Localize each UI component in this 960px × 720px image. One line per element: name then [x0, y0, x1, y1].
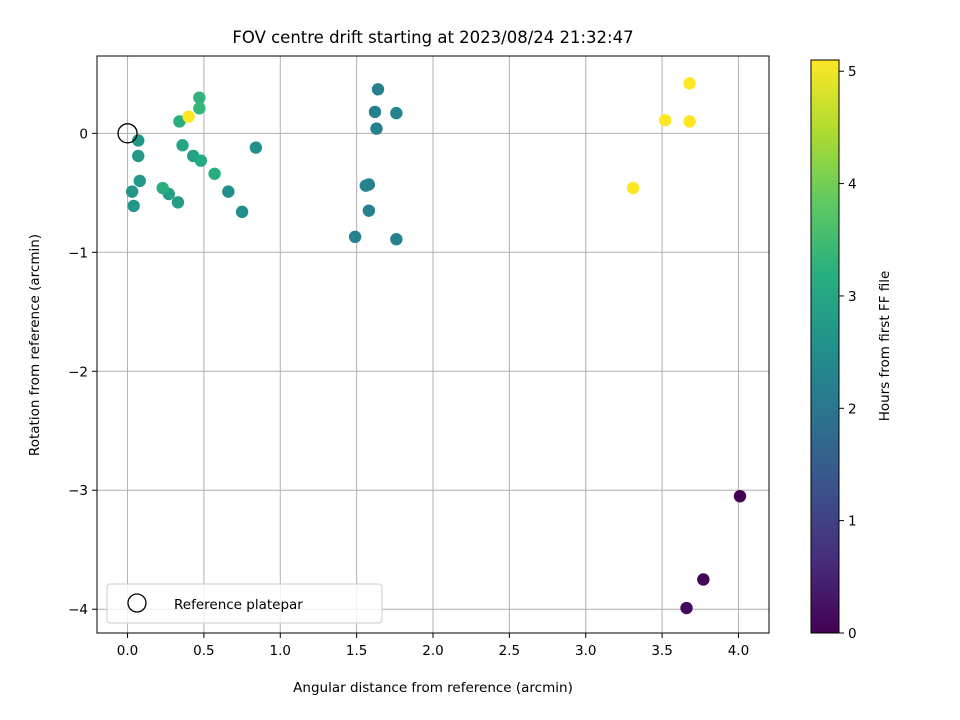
data-point: [222, 185, 235, 198]
colorbar-tick-label: 1: [848, 514, 857, 530]
x-tick-label: 4.0: [728, 643, 749, 659]
legend-reference-marker: [127, 593, 147, 613]
x-axis-label: Angular distance from reference (arcmin): [293, 680, 573, 696]
chart-title: FOV centre drift starting at 2023/08/24 …: [232, 28, 633, 47]
data-point: [658, 114, 672, 127]
data-point: [156, 181, 169, 195]
data-point: [125, 185, 139, 198]
x-tick-label: 1.5: [346, 643, 367, 659]
colorbar-label: Hours from first FF file: [877, 271, 893, 422]
x-tick-label: 1.0: [270, 643, 291, 659]
data-point: [235, 205, 249, 219]
x-tick-label: 0.0: [117, 643, 138, 659]
data-point: [368, 105, 382, 119]
y-tick-label: 0: [79, 126, 88, 142]
legend-box: [106, 583, 383, 624]
colorbar-tick-label: 0: [848, 626, 857, 642]
data-point: [132, 134, 145, 147]
data-point: [348, 230, 362, 244]
colorbar-tick-label: 2: [848, 401, 857, 417]
grid: [97, 56, 769, 633]
data-point: [176, 139, 189, 152]
colorbar-tick-label: 5: [848, 64, 857, 80]
x-tick-label: 3.5: [651, 643, 672, 659]
data-point: [362, 204, 376, 217]
colorbar-tick-label: 3: [848, 289, 857, 305]
y-tick-label: −1: [68, 245, 88, 261]
reference-platepar-marker: [117, 123, 138, 144]
data-point: [194, 154, 208, 167]
data-point: [733, 489, 747, 503]
x-axis-ticks: 0.0 0.5 1.0 1.5 2.0 2.5 3.0 3.5 4.0: [117, 633, 749, 659]
data-point: [683, 115, 696, 128]
data-points: [125, 77, 747, 615]
y-tick-label: −4: [68, 602, 88, 618]
y-axis-label: Rotation from reference (arcmin): [27, 234, 43, 456]
x-tick-label: 2.5: [499, 643, 520, 659]
colorbar-gradient: [811, 60, 839, 633]
data-point: [680, 601, 693, 615]
data-point: [127, 199, 140, 213]
data-point: [390, 106, 403, 120]
reference-marker-layer: [117, 123, 138, 144]
x-tick-label: 0.5: [193, 643, 214, 659]
data-point: [182, 110, 195, 123]
data-point: [132, 149, 145, 163]
data-point: [371, 83, 385, 96]
data-point: [390, 233, 403, 246]
data-point: [626, 181, 640, 195]
y-axis-ticks: 0 −1 −2 −3 −4: [68, 126, 97, 618]
data-point: [171, 196, 185, 209]
data-point: [370, 122, 383, 135]
legend: Reference platepar: [106, 583, 383, 624]
x-tick-label: 2.0: [422, 643, 443, 659]
colorbar-frame: [810, 59, 840, 634]
x-tick-label: 3.0: [575, 643, 596, 659]
colorbar-tick-label: 4: [848, 177, 857, 193]
y-tick-label: −2: [68, 364, 88, 380]
data-point: [133, 174, 146, 188]
data-point: [683, 77, 696, 90]
y-tick-label: −3: [68, 483, 88, 499]
legend-entry-label: Reference platepar: [174, 597, 303, 613]
data-point: [697, 573, 710, 586]
colorbar-ticks: 0 1 2 3 4 5: [839, 64, 857, 642]
data-point: [193, 91, 206, 104]
data-point: [208, 167, 221, 180]
data-point: [249, 141, 263, 154]
data-point: [193, 102, 206, 115]
colorbar: 0 1 2 3 4 5 Hours from first FF file: [810, 59, 893, 642]
data-point: [362, 178, 376, 191]
data-point: [173, 115, 186, 128]
